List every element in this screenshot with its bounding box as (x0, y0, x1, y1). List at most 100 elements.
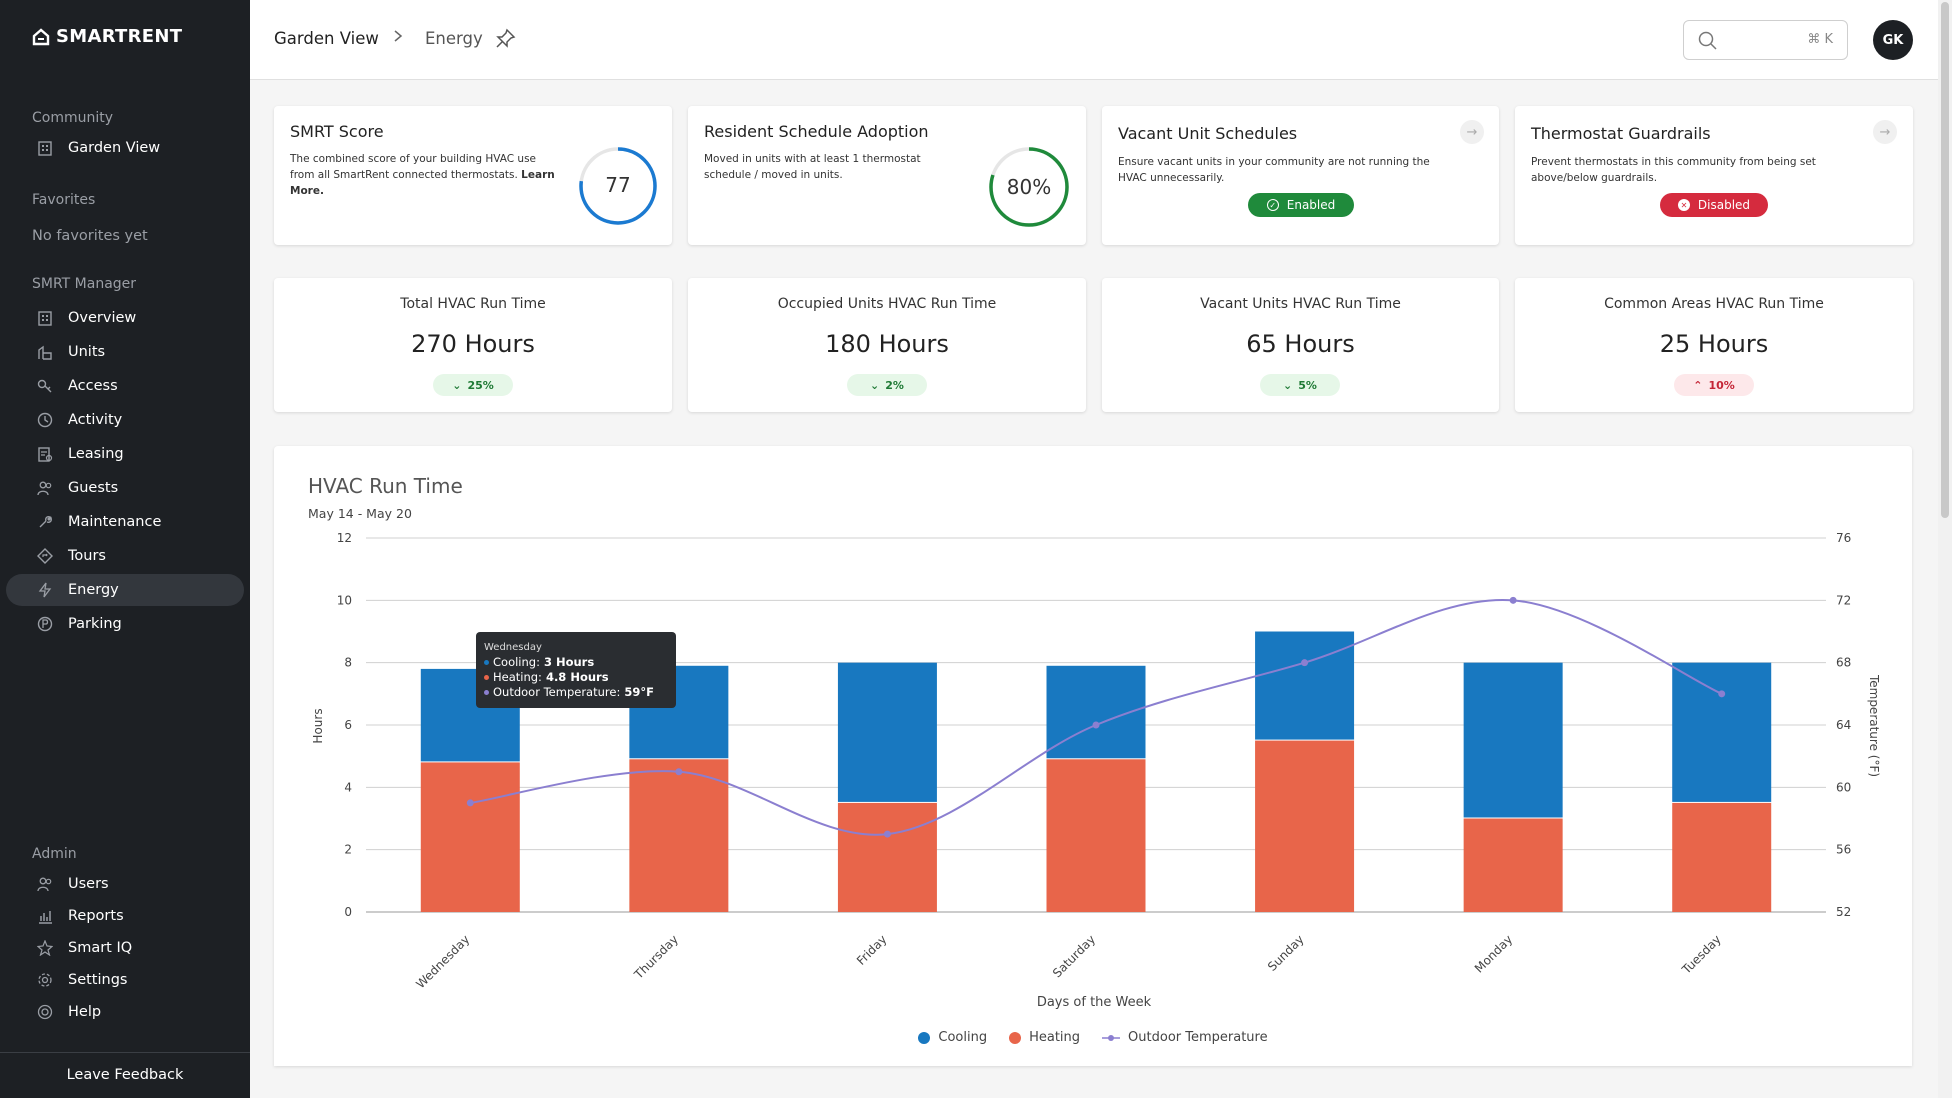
chart-legend: Cooling Heating Outdoor Temperature (274, 1030, 1912, 1045)
y-axis-label: Hours (311, 708, 325, 743)
tooltip-heating-row: Heating: 4.8 Hours (484, 670, 668, 685)
y2-tick-label: 60 (1836, 780, 1851, 794)
change-badge: ⌄ 5% (1260, 374, 1340, 396)
schedule-adoption-card: Resident Schedule Adoption Moved in unit… (688, 106, 1086, 245)
learn-more-link[interactable]: Learn More. (290, 169, 555, 197)
adoption-value: 80% (1006, 175, 1052, 199)
tooltip-cooling-value: 3 Hours (543, 655, 595, 669)
y-tick-label: 2 (344, 843, 352, 857)
tooltip-day: Wednesday (484, 642, 542, 653)
users-icon (36, 875, 54, 893)
search-input[interactable]: ⌘ K (1683, 20, 1848, 60)
stat-value: 25 Hours (1659, 330, 1769, 358)
stat-card-vacant: Vacant Units HVAC Run Time 65 Hours ⌄ 5% (1102, 278, 1499, 412)
change-badge: ⌃ 10% (1674, 374, 1754, 396)
stat-card-common: Common Areas HVAC Run Time 25 Hours ⌃ 10% (1515, 278, 1913, 412)
avatar[interactable]: GK (1873, 20, 1913, 60)
sidebar-item-energy[interactable]: Energy (6, 574, 244, 606)
vacant-unit-schedules-card[interactable]: Vacant Unit Schedules → Ensure vacant un… (1102, 106, 1499, 245)
tooltip-heating-value: 4.8 Hours (545, 670, 609, 684)
chart-title: HVAC Run Time (308, 474, 463, 498)
tooltip-cooling-label: Cooling: (493, 655, 540, 669)
key-icon (36, 377, 54, 395)
chevron-down-icon: ⌄ (870, 378, 880, 392)
sidebar-item-label: Overview (68, 310, 137, 326)
pin-icon[interactable] (494, 28, 516, 54)
page-scrollbar[interactable] (1938, 0, 1952, 1098)
status-badge-enabled: ✓ Enabled (1248, 193, 1354, 217)
sidebar-item-label: Guests (68, 480, 119, 496)
chevron-up-icon: ⌃ (1693, 378, 1703, 392)
stat-label: Vacant Units HVAC Run Time (1200, 296, 1401, 312)
sidebar-item-parking[interactable]: Parking (6, 608, 244, 640)
arrow-right-icon[interactable]: → (1873, 120, 1897, 144)
tooltip-heating-label: Heating: (493, 670, 542, 684)
bar-cooling (837, 662, 937, 802)
temperature-point (1301, 659, 1309, 667)
adoption-ring (989, 147, 1069, 227)
y-tick-label: 8 (344, 656, 352, 670)
chevron-right-icon (392, 28, 404, 48)
sidebar-item-units[interactable]: Units (6, 336, 244, 368)
sidebar-item-label: Parking (68, 616, 122, 632)
sidebar-item-users[interactable]: Users (6, 868, 244, 900)
sidebar-item-label: Maintenance (68, 514, 162, 530)
sidebar-item-settings[interactable]: Settings (6, 964, 244, 996)
change-value: 10% (1708, 378, 1735, 392)
sidebar-item-activity[interactable]: Activity (6, 404, 244, 436)
sidebar-item-maintenance[interactable]: Maintenance (6, 506, 244, 538)
leave-feedback-button[interactable]: Leave Feedback (66, 1067, 184, 1083)
sidebar-item-reports[interactable]: Reports (6, 900, 244, 932)
search-shortcut: ⌘ K (1807, 32, 1833, 47)
breadcrumb-root[interactable]: Garden View (274, 29, 379, 48)
guests-icon (36, 479, 54, 497)
legend-item-outdoor-temperature[interactable]: Outdoor Temperature (1102, 1030, 1268, 1045)
y2-tick-label: 52 (1836, 905, 1851, 919)
building-icon (36, 309, 54, 327)
sidebar-item-help[interactable]: Help (6, 996, 244, 1028)
bar-heating (1046, 759, 1146, 912)
stat-value: 270 Hours (411, 330, 535, 358)
sidebar-item-leasing[interactable]: Leasing (6, 438, 244, 470)
stat-value: 65 Hours (1246, 330, 1355, 358)
status-text: Disabled (1697, 198, 1751, 212)
sidebar-divider (0, 1052, 250, 1053)
card-title: Resident Schedule Adoption (704, 122, 929, 141)
sidebar-item-label: Activity (68, 412, 123, 428)
sidebar-item-tours[interactable]: Tours (6, 540, 244, 572)
bar-heating (1463, 818, 1563, 912)
sidebar-item-label: Users (68, 876, 109, 892)
tooltip-cooling-row: Cooling: 3 Hours (484, 655, 668, 670)
smrt-score-card: SMRT Score The combined score of your bu… (274, 106, 672, 245)
temperature-point (1092, 721, 1100, 729)
legend-item-heating[interactable]: Heating (1009, 1030, 1080, 1045)
legend-item-cooling[interactable]: Cooling (918, 1030, 987, 1045)
bar-heating (1255, 740, 1355, 912)
sidebar-item-access[interactable]: Access (6, 370, 244, 402)
wrench-icon (36, 513, 54, 531)
temperature-point (466, 799, 474, 807)
smartrent-logo[interactable]: SmartRent (32, 26, 182, 47)
arrow-right-icon[interactable]: → (1460, 120, 1484, 144)
breadcrumb-current: Energy (425, 29, 483, 48)
reports-icon (36, 907, 54, 925)
sidebar-item-smart-iq[interactable]: Smart IQ (6, 932, 244, 964)
y-tick-label: 6 (344, 718, 352, 732)
sidebar-item-overview[interactable]: Overview (6, 302, 244, 334)
score-ring (579, 147, 657, 225)
thermostat-guardrails-card[interactable]: Thermostat Guardrails → Prevent thermost… (1515, 106, 1913, 245)
sidebar-item-garden-view[interactable]: Garden View (6, 132, 244, 164)
chevron-down-icon: ⌄ (452, 378, 462, 392)
card-description: Ensure vacant units in your community ar… (1118, 156, 1430, 184)
x-axis-label: Days of the Week (1037, 995, 1152, 1010)
change-badge: ⌄ 25% (433, 374, 513, 396)
y-tick-label: 10 (337, 593, 352, 607)
sidebar-item-label: Energy (68, 582, 119, 598)
status-badge-disabled: ✕ Disabled (1660, 193, 1768, 217)
sidebar-item-guests[interactable]: Guests (6, 472, 244, 504)
sidebar-item-label: Leasing (68, 446, 124, 462)
legend-label: Cooling (938, 1030, 988, 1045)
sidebar-item-label: Help (68, 1004, 102, 1020)
scrollbar-thumb[interactable] (1941, 2, 1949, 518)
legend-label: Outdoor Temperature (1128, 1030, 1268, 1045)
